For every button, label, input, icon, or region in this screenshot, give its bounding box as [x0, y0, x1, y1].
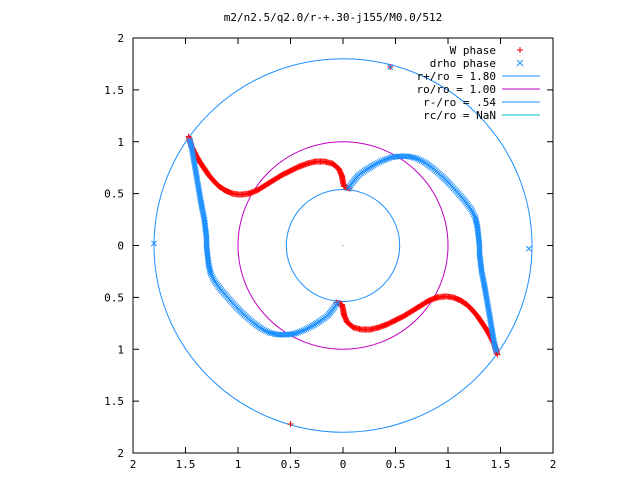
- legend-label: drho phase: [430, 57, 496, 70]
- drho-phase-point: [410, 154, 417, 161]
- drho-phase-point: [293, 330, 300, 337]
- drho-phase-point: [271, 330, 278, 337]
- drho-phase-point: [374, 159, 381, 166]
- y-tick-label: 1: [117, 343, 124, 356]
- drho-phase-point: [386, 154, 393, 161]
- drho-phase-point: [406, 153, 413, 160]
- drho-phase-point: [381, 156, 388, 163]
- drho-phase-point: [306, 324, 313, 331]
- drho-phase-point: [274, 331, 281, 338]
- drho-phase-point: [411, 154, 418, 161]
- drho-phase-point: [208, 272, 215, 279]
- drho-phase-point: [384, 155, 391, 162]
- chart-title: m2/n2.5/q2.0/r-+.30-j155/M0.0/512: [224, 11, 443, 24]
- drho-phase-point: [296, 328, 303, 335]
- drho-phase-point: [259, 326, 266, 333]
- y-tick-label: 0: [117, 240, 124, 253]
- y-tick-label: 1.5: [104, 395, 124, 408]
- drho-phase-point: [305, 325, 312, 332]
- drho-phase-point: [261, 327, 268, 334]
- drho-phase-point: [408, 154, 415, 161]
- y-tick-label: 2: [117, 447, 124, 460]
- drho-phase-point: [301, 326, 308, 333]
- x-tick-label: 1: [235, 458, 242, 471]
- drho-phase-point: [468, 206, 475, 213]
- legend-label: rc/ro = NaN: [423, 109, 496, 122]
- drho-phase-point: [379, 157, 386, 164]
- drho-phase-point: [186, 136, 193, 143]
- drho-phase-point: [415, 156, 422, 163]
- drho-phase-point: [371, 161, 378, 168]
- drho-phase-point: [405, 153, 412, 160]
- drho-phase-point: [211, 278, 218, 285]
- origin-dot: [342, 244, 344, 247]
- drho-phase-point: [263, 328, 270, 334]
- legend-marker: [516, 59, 524, 67]
- x-tick-label: 0: [340, 458, 347, 471]
- x-tick-label: 2: [130, 458, 137, 471]
- drho-phase-point: [525, 245, 532, 252]
- drho-phase-point: [418, 157, 425, 164]
- drho-phase-point: [416, 157, 423, 163]
- legend-label: r-/ro = .54: [423, 96, 496, 109]
- drho-phase-point: [376, 159, 383, 166]
- drho-phase-point: [295, 329, 302, 336]
- drho-phase-point: [268, 330, 275, 337]
- drho-phase-point: [303, 325, 310, 332]
- legend-marker: [517, 47, 523, 53]
- circle-ro: [237, 141, 449, 350]
- x-tick-label: 0.5: [281, 458, 301, 471]
- drho-phase-point: [209, 273, 216, 280]
- drho-phase-point: [471, 212, 478, 219]
- x-tick-label: 2: [550, 458, 557, 471]
- drho-phase-point: [383, 156, 390, 163]
- legend-label: ro/ro = 1.00: [417, 83, 496, 96]
- drho-phase-point: [492, 346, 499, 353]
- drho-phase-point: [187, 138, 194, 145]
- y-tick-label: 1.5: [104, 84, 124, 97]
- drho-phase-point: [266, 329, 273, 336]
- drho-phase-point: [420, 158, 427, 165]
- legend-label: r+/ro = 1.80: [417, 70, 496, 83]
- y-tick-label: 1: [117, 136, 124, 149]
- drho-phase-point: [308, 323, 315, 330]
- drho-phase-point: [373, 160, 380, 167]
- y-tick-label: 0.5: [104, 188, 124, 201]
- drho-phase-point: [469, 209, 476, 216]
- circle-r: [285, 188, 401, 303]
- x-tick-label: 0.5: [386, 458, 406, 471]
- drho-phase-point: [378, 158, 385, 165]
- drho-phase-point: [470, 211, 477, 218]
- circle-r: [153, 58, 533, 433]
- drho-phase-point: [273, 331, 280, 338]
- drho-phase-point: [300, 327, 307, 334]
- drho-phase-point: [269, 330, 276, 337]
- drho-phase-point: [264, 328, 271, 335]
- x-tick-label: 1.5: [176, 458, 196, 471]
- drho-phase-point: [387, 64, 394, 71]
- y-tick-label: 0.5: [104, 291, 124, 304]
- drho-phase-point: [493, 348, 500, 355]
- x-tick-label: 1: [445, 458, 452, 471]
- drho-phase-point: [151, 240, 157, 247]
- x-tick-label: 1.5: [491, 458, 511, 471]
- drho-phase-point: [468, 207, 475, 214]
- drho-phase-point: [210, 275, 217, 282]
- w-phase-point: [287, 420, 294, 427]
- y-tick-label: 2: [117, 32, 124, 45]
- drho-phase-point: [298, 328, 305, 335]
- drho-phase-point: [413, 155, 420, 162]
- legend-label: W phase: [450, 44, 496, 57]
- drho-phase-point: [211, 277, 218, 284]
